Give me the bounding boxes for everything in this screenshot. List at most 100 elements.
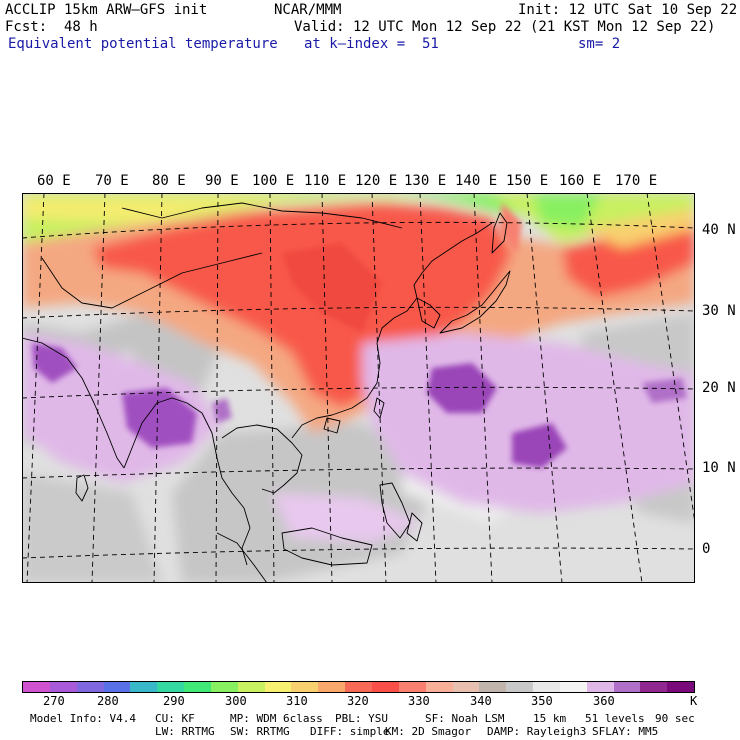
- field-darkred: [282, 243, 382, 333]
- model-info-sw: SW: RRTMG: [230, 725, 290, 738]
- meridian-line: [526, 193, 563, 583]
- colorbar-swatch: [506, 682, 534, 692]
- colorbar-tick-label: 320: [347, 694, 369, 708]
- colorbar-swatch: [559, 682, 587, 692]
- colorbar-tick-label: 350: [531, 694, 553, 708]
- lon-label: 120 E: [355, 173, 398, 189]
- meridian-line: [586, 193, 643, 583]
- map-panel: [22, 193, 695, 583]
- colorbar-unit: K: [690, 694, 698, 708]
- coastline: [41, 252, 263, 309]
- colorbar-swatch: [452, 682, 480, 692]
- colorbar-swatch: [157, 682, 185, 692]
- lat-label: 40 N: [702, 222, 736, 238]
- coastline: [379, 482, 411, 539]
- model-info-pbl: PBL: YSU: [335, 712, 388, 725]
- colorbar-swatch: [586, 682, 614, 692]
- colorbar-tick-label: 300: [225, 694, 247, 708]
- theta-e-map: [22, 193, 695, 583]
- colorbar-swatch: [371, 682, 399, 692]
- field-red: [92, 203, 512, 408]
- model-info-km: KM: 2D Smagor: [385, 725, 472, 738]
- org-label: NCAR/MMM: [274, 2, 342, 18]
- coastline: [221, 424, 303, 494]
- lon-label: 150 E: [506, 173, 549, 189]
- colorbar-swatch: [237, 682, 265, 692]
- field-purple: [512, 423, 567, 468]
- colorbar-swatch: [130, 682, 158, 692]
- coastline: [491, 212, 508, 254]
- field-name: Equivalent potential temperature: [8, 36, 278, 52]
- parallel-line: [22, 221, 695, 239]
- coastline: [291, 222, 493, 439]
- colorbar-tick-label: 310: [286, 694, 308, 708]
- field-purple: [32, 343, 77, 383]
- colorbar-swatch: [345, 682, 372, 692]
- coastline: [416, 297, 441, 329]
- forecast-label: Fcst:: [5, 19, 48, 35]
- colorbar-tick-label: 290: [163, 694, 185, 708]
- model-info-damp: DAMP: Rayleigh3: [487, 725, 587, 738]
- field-yellow: [582, 208, 695, 248]
- lat-label: 10 N: [702, 460, 736, 476]
- colorbar-swatch: [264, 682, 292, 692]
- colorbar-swatch: [103, 682, 131, 692]
- meridian-line: [371, 193, 387, 583]
- model-info-sflay: SFLAY: MM5: [592, 725, 659, 738]
- lon-label: 100 E: [252, 173, 295, 189]
- meridian-line: [419, 193, 437, 583]
- coastline: [123, 397, 188, 469]
- coastline: [216, 532, 268, 583]
- colorbar-swatch: [210, 682, 238, 692]
- field-green: [532, 193, 602, 228]
- coastline: [186, 402, 251, 566]
- parallel-line: [22, 547, 695, 559]
- colorbar-swatch: [49, 682, 77, 692]
- field-green: [402, 193, 522, 218]
- coastline: [373, 397, 385, 419]
- coastline: [281, 527, 373, 566]
- model-info-timestep: 90 sec: [655, 712, 695, 725]
- colorbar-swatch: [533, 682, 560, 692]
- parallel-line: [22, 467, 695, 479]
- lon-label: 170 E: [615, 173, 658, 189]
- model-info-levels: 51 levels: [585, 712, 645, 725]
- coastline: [406, 512, 423, 542]
- lon-label: 130 E: [404, 173, 447, 189]
- field-purple: [642, 378, 687, 403]
- colorbar-swatch: [76, 682, 104, 692]
- lon-label: 90 E: [205, 173, 239, 189]
- colorbar-swatch: [318, 682, 346, 692]
- colorbar: [22, 681, 695, 693]
- meridian-line: [91, 193, 106, 583]
- forecast-hour: 48 h: [64, 19, 98, 35]
- field-orange: [500, 203, 522, 253]
- colorbar-tick-label: 360: [593, 694, 615, 708]
- field-purple: [427, 363, 497, 413]
- coastline: [22, 337, 125, 469]
- colorbar-tick-label: 280: [97, 694, 119, 708]
- coastline: [75, 474, 89, 502]
- colorbar-swatch: [398, 682, 426, 692]
- meridian-line: [215, 193, 219, 583]
- meridian-line: [269, 193, 275, 583]
- parallel-line: [22, 386, 695, 399]
- colorbar-swatch: [184, 682, 211, 692]
- lon-label: 80 E: [152, 173, 186, 189]
- parallel-line: [22, 306, 695, 319]
- model-info-version: Model Info: V4.4: [30, 712, 136, 725]
- coastline: [439, 270, 511, 334]
- field-red: [562, 218, 695, 298]
- lat-label: 20 N: [702, 380, 736, 396]
- colorbar-swatch: [613, 682, 641, 692]
- lon-label: 110 E: [304, 173, 347, 189]
- meridian-line: [321, 193, 333, 583]
- colorbar-tick-label: 340: [470, 694, 492, 708]
- field-purple: [122, 388, 197, 448]
- lon-label: 60 E: [37, 173, 71, 189]
- coastline: [323, 417, 341, 434]
- colorbar-swatch: [479, 682, 507, 692]
- coastline: [121, 202, 403, 229]
- init-time: Init: 12 UTC Sat 10 Sep 22: [518, 2, 738, 18]
- level-info: at k–index = 51: [304, 36, 439, 52]
